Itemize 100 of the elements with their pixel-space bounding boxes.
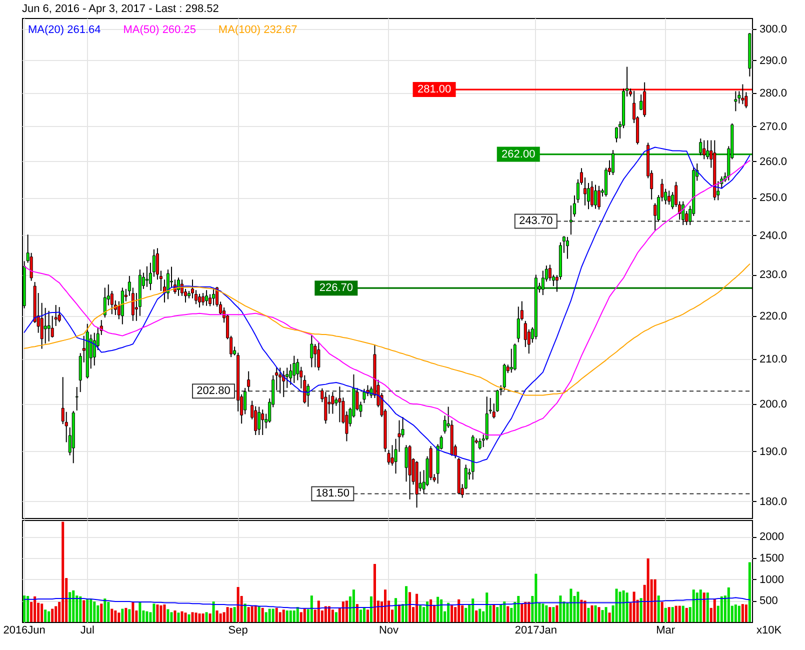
candlestick bbox=[145, 266, 148, 288]
y-tick-label: 210.0 bbox=[760, 353, 788, 366]
bar bbox=[303, 608, 306, 622]
bar bbox=[664, 608, 667, 622]
y-tick-label: 270.0 bbox=[760, 120, 788, 133]
bar bbox=[198, 613, 201, 622]
bar bbox=[250, 606, 254, 622]
bar bbox=[534, 574, 538, 622]
candlestick bbox=[58, 306, 61, 323]
bar bbox=[110, 608, 114, 622]
bar bbox=[272, 608, 274, 622]
bar bbox=[96, 605, 100, 622]
bar bbox=[138, 602, 142, 622]
bar bbox=[576, 592, 580, 622]
candlestick bbox=[569, 204, 572, 236]
bar bbox=[68, 592, 72, 622]
bar bbox=[121, 608, 124, 622]
bar bbox=[356, 604, 358, 622]
bar bbox=[268, 608, 271, 622]
bar bbox=[160, 605, 162, 622]
candlestick bbox=[47, 310, 50, 342]
candlestick bbox=[510, 348, 513, 374]
bar bbox=[475, 610, 478, 622]
bar bbox=[244, 604, 246, 622]
candlestick bbox=[247, 370, 250, 392]
bar bbox=[163, 604, 166, 622]
bar bbox=[464, 608, 468, 622]
bar bbox=[334, 612, 338, 622]
bar bbox=[594, 605, 597, 622]
bar bbox=[90, 599, 92, 622]
bar bbox=[618, 592, 622, 622]
bar bbox=[706, 592, 709, 622]
bar bbox=[604, 607, 608, 622]
candlestick bbox=[597, 185, 601, 210]
bar bbox=[362, 608, 366, 622]
candlestick bbox=[75, 386, 78, 411]
bar bbox=[132, 602, 134, 622]
bar bbox=[230, 608, 232, 622]
bar bbox=[671, 607, 674, 622]
bar bbox=[188, 614, 190, 622]
candlestick bbox=[338, 386, 342, 423]
bar bbox=[208, 613, 212, 622]
bar bbox=[542, 604, 544, 622]
bar bbox=[674, 606, 678, 622]
bar bbox=[264, 612, 268, 622]
x-tick-label: 2017Jan bbox=[514, 624, 558, 636]
bar bbox=[615, 588, 618, 622]
bar bbox=[640, 598, 642, 622]
bar bbox=[741, 604, 744, 622]
bar bbox=[556, 605, 558, 622]
bar bbox=[598, 607, 600, 622]
candlestick bbox=[706, 140, 710, 160]
bar bbox=[258, 606, 260, 622]
candlestick bbox=[208, 294, 212, 307]
candlestick bbox=[643, 82, 646, 118]
bar bbox=[177, 612, 180, 622]
bar bbox=[678, 606, 681, 622]
y-tick-label: 500 bbox=[760, 595, 778, 608]
bar bbox=[524, 602, 527, 622]
bar bbox=[156, 604, 159, 622]
candlestick bbox=[668, 190, 671, 206]
candlestick bbox=[212, 287, 216, 306]
y-tick-label: 1500 bbox=[760, 552, 784, 564]
bar bbox=[692, 590, 695, 622]
candlestick bbox=[362, 388, 366, 404]
candlestick bbox=[258, 406, 261, 436]
candlestick bbox=[331, 392, 334, 414]
ref-line-label: 243.70 bbox=[519, 215, 553, 228]
bar bbox=[286, 610, 288, 622]
bar bbox=[654, 579, 656, 622]
bar bbox=[278, 612, 282, 622]
bar bbox=[324, 606, 327, 622]
bar bbox=[366, 610, 369, 622]
bar bbox=[26, 596, 30, 622]
bar bbox=[107, 602, 110, 622]
candlestick bbox=[44, 307, 47, 344]
bar bbox=[174, 610, 176, 622]
bar bbox=[622, 590, 625, 622]
candlestick bbox=[278, 367, 282, 394]
bar bbox=[370, 596, 372, 622]
bar bbox=[587, 608, 590, 622]
candlestick bbox=[314, 344, 317, 368]
bar bbox=[657, 596, 660, 622]
y-tick-label: 300.0 bbox=[760, 24, 788, 36]
ref-line-label: 226.70 bbox=[319, 282, 353, 294]
text: MA(50) 260.25 bbox=[123, 24, 196, 36]
bar bbox=[405, 586, 408, 622]
bar bbox=[528, 602, 530, 622]
bar bbox=[727, 587, 730, 622]
bar bbox=[699, 590, 702, 622]
y-tick-label: 1000 bbox=[760, 574, 784, 586]
bar bbox=[486, 592, 488, 622]
bar bbox=[447, 602, 450, 622]
candlestick bbox=[682, 200, 685, 226]
bar bbox=[219, 613, 222, 622]
bar bbox=[646, 558, 650, 622]
bar bbox=[430, 599, 432, 622]
candlestick bbox=[478, 438, 482, 450]
bar bbox=[552, 607, 555, 622]
x-tick-label: Sep bbox=[228, 624, 248, 636]
